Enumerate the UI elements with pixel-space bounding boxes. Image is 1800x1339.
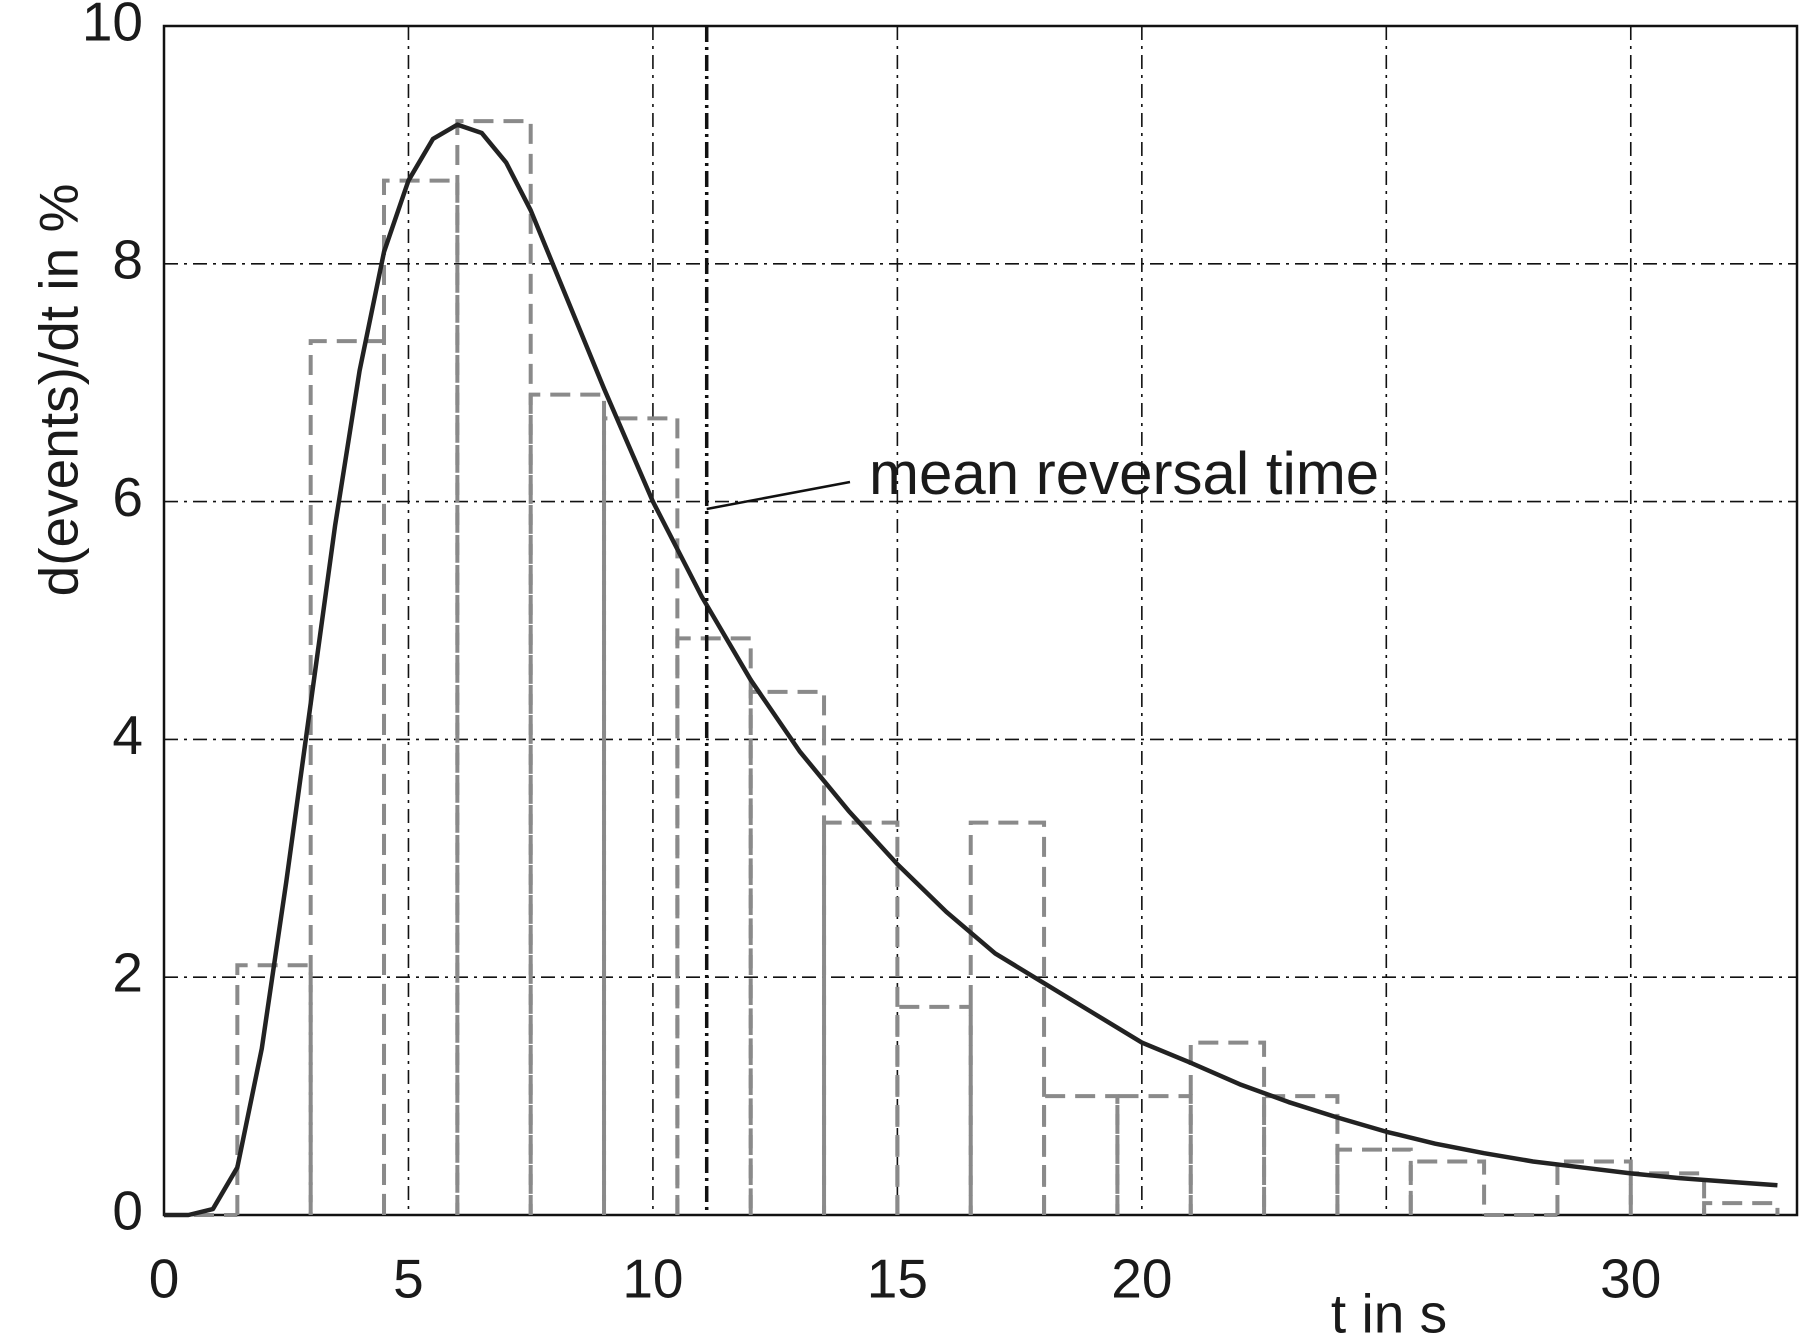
histogram-bar: [1408, 1159, 1487, 1215]
annotation-leader: [706, 480, 851, 511]
histogram-bar: [602, 416, 680, 1215]
y-tick-label: 6: [112, 466, 143, 528]
histogram-bar: [455, 119, 533, 1215]
histogram-bar: [1628, 1171, 1707, 1215]
histogram-bar: [968, 820, 1047, 1215]
y-tick-label: 10: [82, 0, 143, 53]
x-tick-label: 5: [393, 1248, 424, 1310]
histogram-bar: [308, 339, 387, 1215]
histogram-bar: [1702, 1201, 1780, 1215]
plot-frame: [162, 24, 1799, 1217]
x-tick-label: 10: [622, 1248, 683, 1310]
x-tick-label: 15: [867, 1248, 928, 1310]
histogram-bar: [528, 392, 607, 1215]
annotation-label: mean reversal time: [869, 440, 1379, 507]
y-tick-label: 2: [112, 942, 143, 1004]
histogram-bar: [1188, 1040, 1267, 1215]
histogram-bar: [1042, 1094, 1120, 1215]
x-axis-label: t in s: [1331, 1283, 1447, 1339]
x-tick-label: 30: [1600, 1248, 1661, 1310]
y-tick-label: 8: [112, 228, 143, 290]
x-tick-label: 20: [1111, 1248, 1172, 1310]
y-tick-label: 0: [112, 1180, 143, 1242]
histogram-bar: [1262, 1094, 1340, 1215]
curve: [164, 122, 1778, 1218]
histogram-bar: [382, 178, 460, 1215]
histogram-bar: [895, 1004, 973, 1215]
histogram-bar: [1555, 1159, 1633, 1215]
y-axis-label: d(events)/dt in %: [28, 184, 90, 597]
histogram-bar: [748, 689, 827, 1215]
histogram-bar: [675, 636, 753, 1215]
histogram-bar: [1335, 1147, 1413, 1215]
histogram-bar: [822, 820, 900, 1215]
histogram-bar: [235, 963, 313, 1215]
x-tick-label: 0: [149, 1248, 180, 1310]
y-tick-label: 4: [112, 704, 143, 766]
histogram-bar: [1115, 1094, 1193, 1215]
